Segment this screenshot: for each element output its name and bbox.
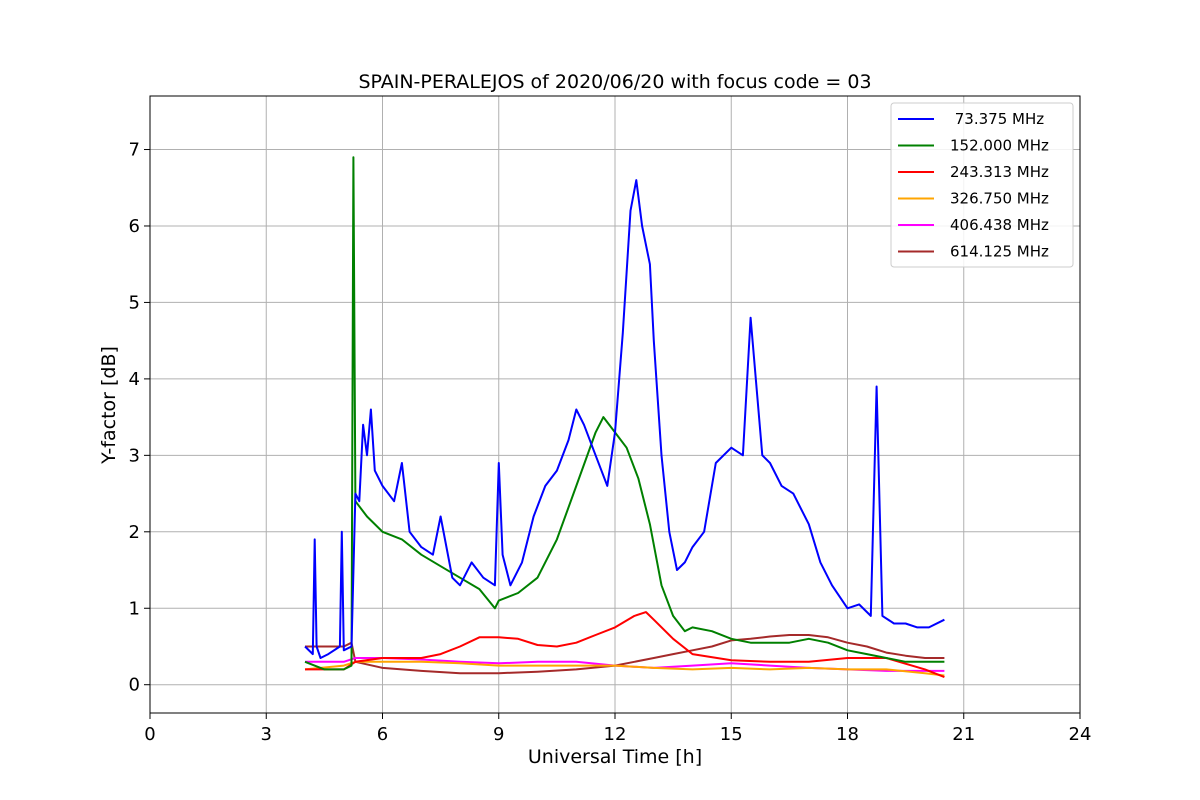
x-tick-label: 6	[377, 724, 388, 745]
y-tick-label: 2	[129, 522, 140, 543]
legend-label-4: 406.438 MHz	[950, 216, 1049, 234]
legend-box	[890, 102, 1074, 268]
x-tick-label: 15	[720, 724, 743, 745]
y-tick-label: 3	[129, 445, 140, 466]
y-axis-label: Y-factor [dB]	[98, 346, 120, 465]
x-tick-label: 0	[144, 724, 155, 745]
x-tick-label: 18	[836, 724, 859, 745]
y-tick-label: 0	[129, 675, 140, 696]
y-tick-label: 1	[129, 598, 140, 619]
y-tick-label: 6	[129, 216, 140, 237]
y-axis: 0 1 2 3 4 5 6 7	[129, 140, 150, 696]
legend-label-2: 243.313 MHz	[950, 163, 1049, 181]
legend: 73.375 MHz 152.000 MHz 243.313 MHz 326.750 …	[890, 102, 1074, 268]
y-tick-label: 7	[129, 140, 140, 161]
x-tick-label: 9	[493, 724, 504, 745]
series-line-0	[304, 179, 945, 659]
x-tick-label: 3	[261, 724, 272, 745]
x-axis-label: Universal Time [h]	[528, 746, 702, 768]
x-tick-label: 24	[1069, 724, 1092, 745]
chart-title: SPAIN-PERALEJOS of 2020/06/20 with focus…	[358, 71, 871, 93]
series-line-2	[305, 611, 945, 679]
y-tick-label: 4	[129, 369, 140, 390]
legend-label-0: 73.375 MHz	[950, 110, 1044, 128]
legend-label-3: 326.750 MHz	[950, 190, 1049, 208]
x-tick-label: 21	[952, 724, 975, 745]
legend-label-1: 152.000 MHz	[950, 137, 1049, 155]
series-line-3	[304, 660, 945, 677]
x-axis: 0 3 6 9 12 15 18 21 24	[144, 713, 1091, 745]
series-line-5	[305, 634, 945, 675]
y-tick-label: 5	[129, 292, 140, 313]
series-layer	[304, 156, 945, 679]
legend-label-5: 614.125 MHz	[950, 243, 1049, 261]
series-line-1	[304, 156, 945, 671]
x-tick-label: 12	[604, 724, 627, 745]
